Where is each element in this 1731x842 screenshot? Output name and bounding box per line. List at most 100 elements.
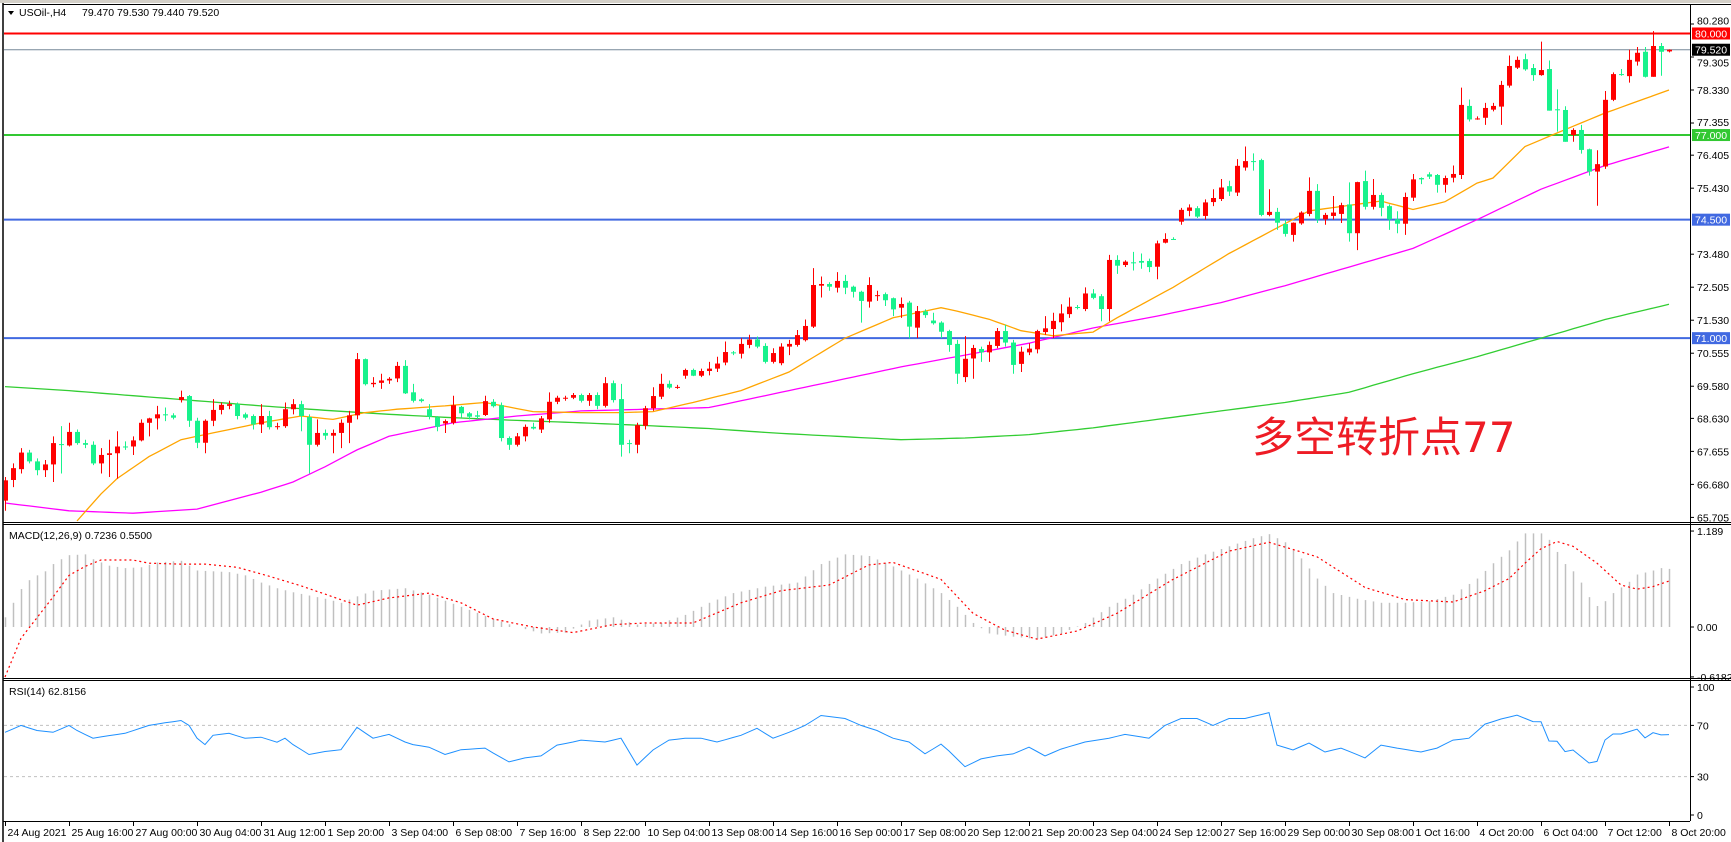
candle-body	[723, 352, 728, 363]
candle	[755, 336, 760, 349]
candle	[691, 368, 696, 377]
candle-body	[1667, 49, 1672, 52]
candle	[763, 343, 768, 364]
candle	[1315, 184, 1320, 224]
time-tick-label: 7 Sep 16:00	[520, 827, 577, 839]
price-tick-label: 69.580	[1697, 381, 1729, 393]
candle	[483, 395, 488, 417]
candle	[339, 419, 344, 449]
candle	[1211, 189, 1216, 207]
macd-signal-polyline	[4, 540, 1670, 678]
candle	[1107, 254, 1112, 322]
candle-body	[131, 440, 136, 447]
candle-body	[803, 325, 808, 341]
candle	[723, 341, 728, 366]
candle-body	[1395, 219, 1400, 224]
time-tick-label: 16 Sep 00:00	[840, 827, 903, 839]
candle	[451, 395, 456, 425]
candle-body	[643, 408, 648, 426]
candle	[1187, 204, 1192, 217]
candle	[1539, 41, 1544, 76]
candle-body	[347, 415, 352, 423]
candle	[987, 341, 992, 362]
candle-body	[987, 344, 992, 353]
candle-body	[315, 432, 320, 445]
window-top-frame	[0, 0, 1731, 3]
level-tag-80.000-box	[1692, 27, 1730, 40]
candle	[1083, 287, 1088, 312]
time-axis[interactable]: 24 Aug 2021 25 Aug 16:00 27 Aug 00:00 30 Au…	[5, 821, 1726, 839]
candle	[771, 348, 776, 364]
candle-body	[835, 280, 840, 288]
macd-panel[interactable]: MACD(12,26,9) 0.7236 0.5500 1.189 0.00 -0.…	[4, 526, 1731, 684]
candle-body	[1147, 260, 1152, 268]
candle-body	[67, 431, 72, 446]
candle	[827, 282, 832, 291]
candle-body	[219, 404, 224, 410]
candles	[4, 31, 1672, 511]
candle	[1115, 255, 1120, 274]
candle	[931, 312, 936, 325]
candle	[1507, 55, 1512, 88]
candle-body	[883, 294, 888, 301]
triangle-down-icon[interactable]	[8, 11, 14, 15]
candle	[1395, 211, 1400, 234]
candle-body	[1171, 238, 1176, 240]
macd-signal-line	[4, 540, 1670, 678]
candle-body	[683, 369, 688, 376]
candle-body	[1507, 65, 1512, 86]
candle	[963, 336, 968, 383]
rsi-panel[interactable]: RSI(14) 62.8156 100 70 30 0	[4, 682, 1715, 822]
candle-body	[459, 406, 464, 414]
candle	[555, 395, 560, 405]
candle-body	[1331, 212, 1336, 216]
level-tag-71.000-box	[1692, 332, 1730, 345]
candle-body	[931, 320, 936, 324]
candle	[1227, 180, 1232, 196]
candle-body	[43, 464, 48, 471]
candle-body	[355, 359, 360, 416]
candle	[1011, 339, 1016, 374]
candle	[651, 387, 656, 411]
price-tick-label: 80.280	[1697, 15, 1729, 27]
candle-body	[1355, 182, 1360, 234]
price-tick-label: 72.505	[1697, 282, 1729, 294]
candle-body	[1115, 259, 1120, 266]
candle	[1051, 312, 1056, 339]
candle	[1091, 289, 1096, 300]
candle-body	[1155, 243, 1160, 267]
candle	[1587, 148, 1592, 176]
candle-body	[1451, 173, 1456, 178]
candle	[115, 431, 120, 479]
candle	[75, 429, 80, 445]
candle-body	[747, 339, 752, 345]
symbol-timeframe: USOil-,H4	[19, 7, 66, 19]
candle	[59, 426, 64, 474]
candle	[195, 417, 200, 449]
price-tick-label: 65.705	[1697, 512, 1729, 524]
candle-body	[1043, 328, 1048, 333]
moving-average-ma_slow	[4, 303, 1670, 441]
candle-body	[1307, 190, 1312, 214]
price-tick-label: 79.305	[1697, 58, 1729, 70]
candle-body	[115, 446, 120, 454]
candle-body	[619, 399, 624, 445]
candle	[155, 405, 160, 430]
price-axis[interactable]: 80.280 79.305 78.330 77.355 76.405 75.430 73.4…	[1690, 15, 1729, 524]
candle	[779, 343, 784, 366]
candle-body	[163, 414, 168, 416]
price-tick-label: 70.555	[1697, 348, 1729, 360]
candle	[275, 422, 280, 430]
ohlc-readout: 79.470 79.530 79.440 79.520	[82, 7, 219, 19]
candle-body	[923, 311, 928, 316]
candle	[1283, 219, 1288, 237]
candle	[643, 405, 648, 430]
candle-body	[1547, 69, 1552, 111]
candle-body	[411, 392, 416, 401]
price-panel[interactable]: 多空转折点77 80.280 79.305 78.330 77.355 76.405 75…	[3, 15, 1730, 524]
time-tick-label: 21 Sep 20:00	[1032, 827, 1095, 839]
candle-body	[963, 358, 968, 378]
candle	[259, 404, 264, 433]
time-tick-label: 8 Sep 22:00	[584, 827, 641, 839]
